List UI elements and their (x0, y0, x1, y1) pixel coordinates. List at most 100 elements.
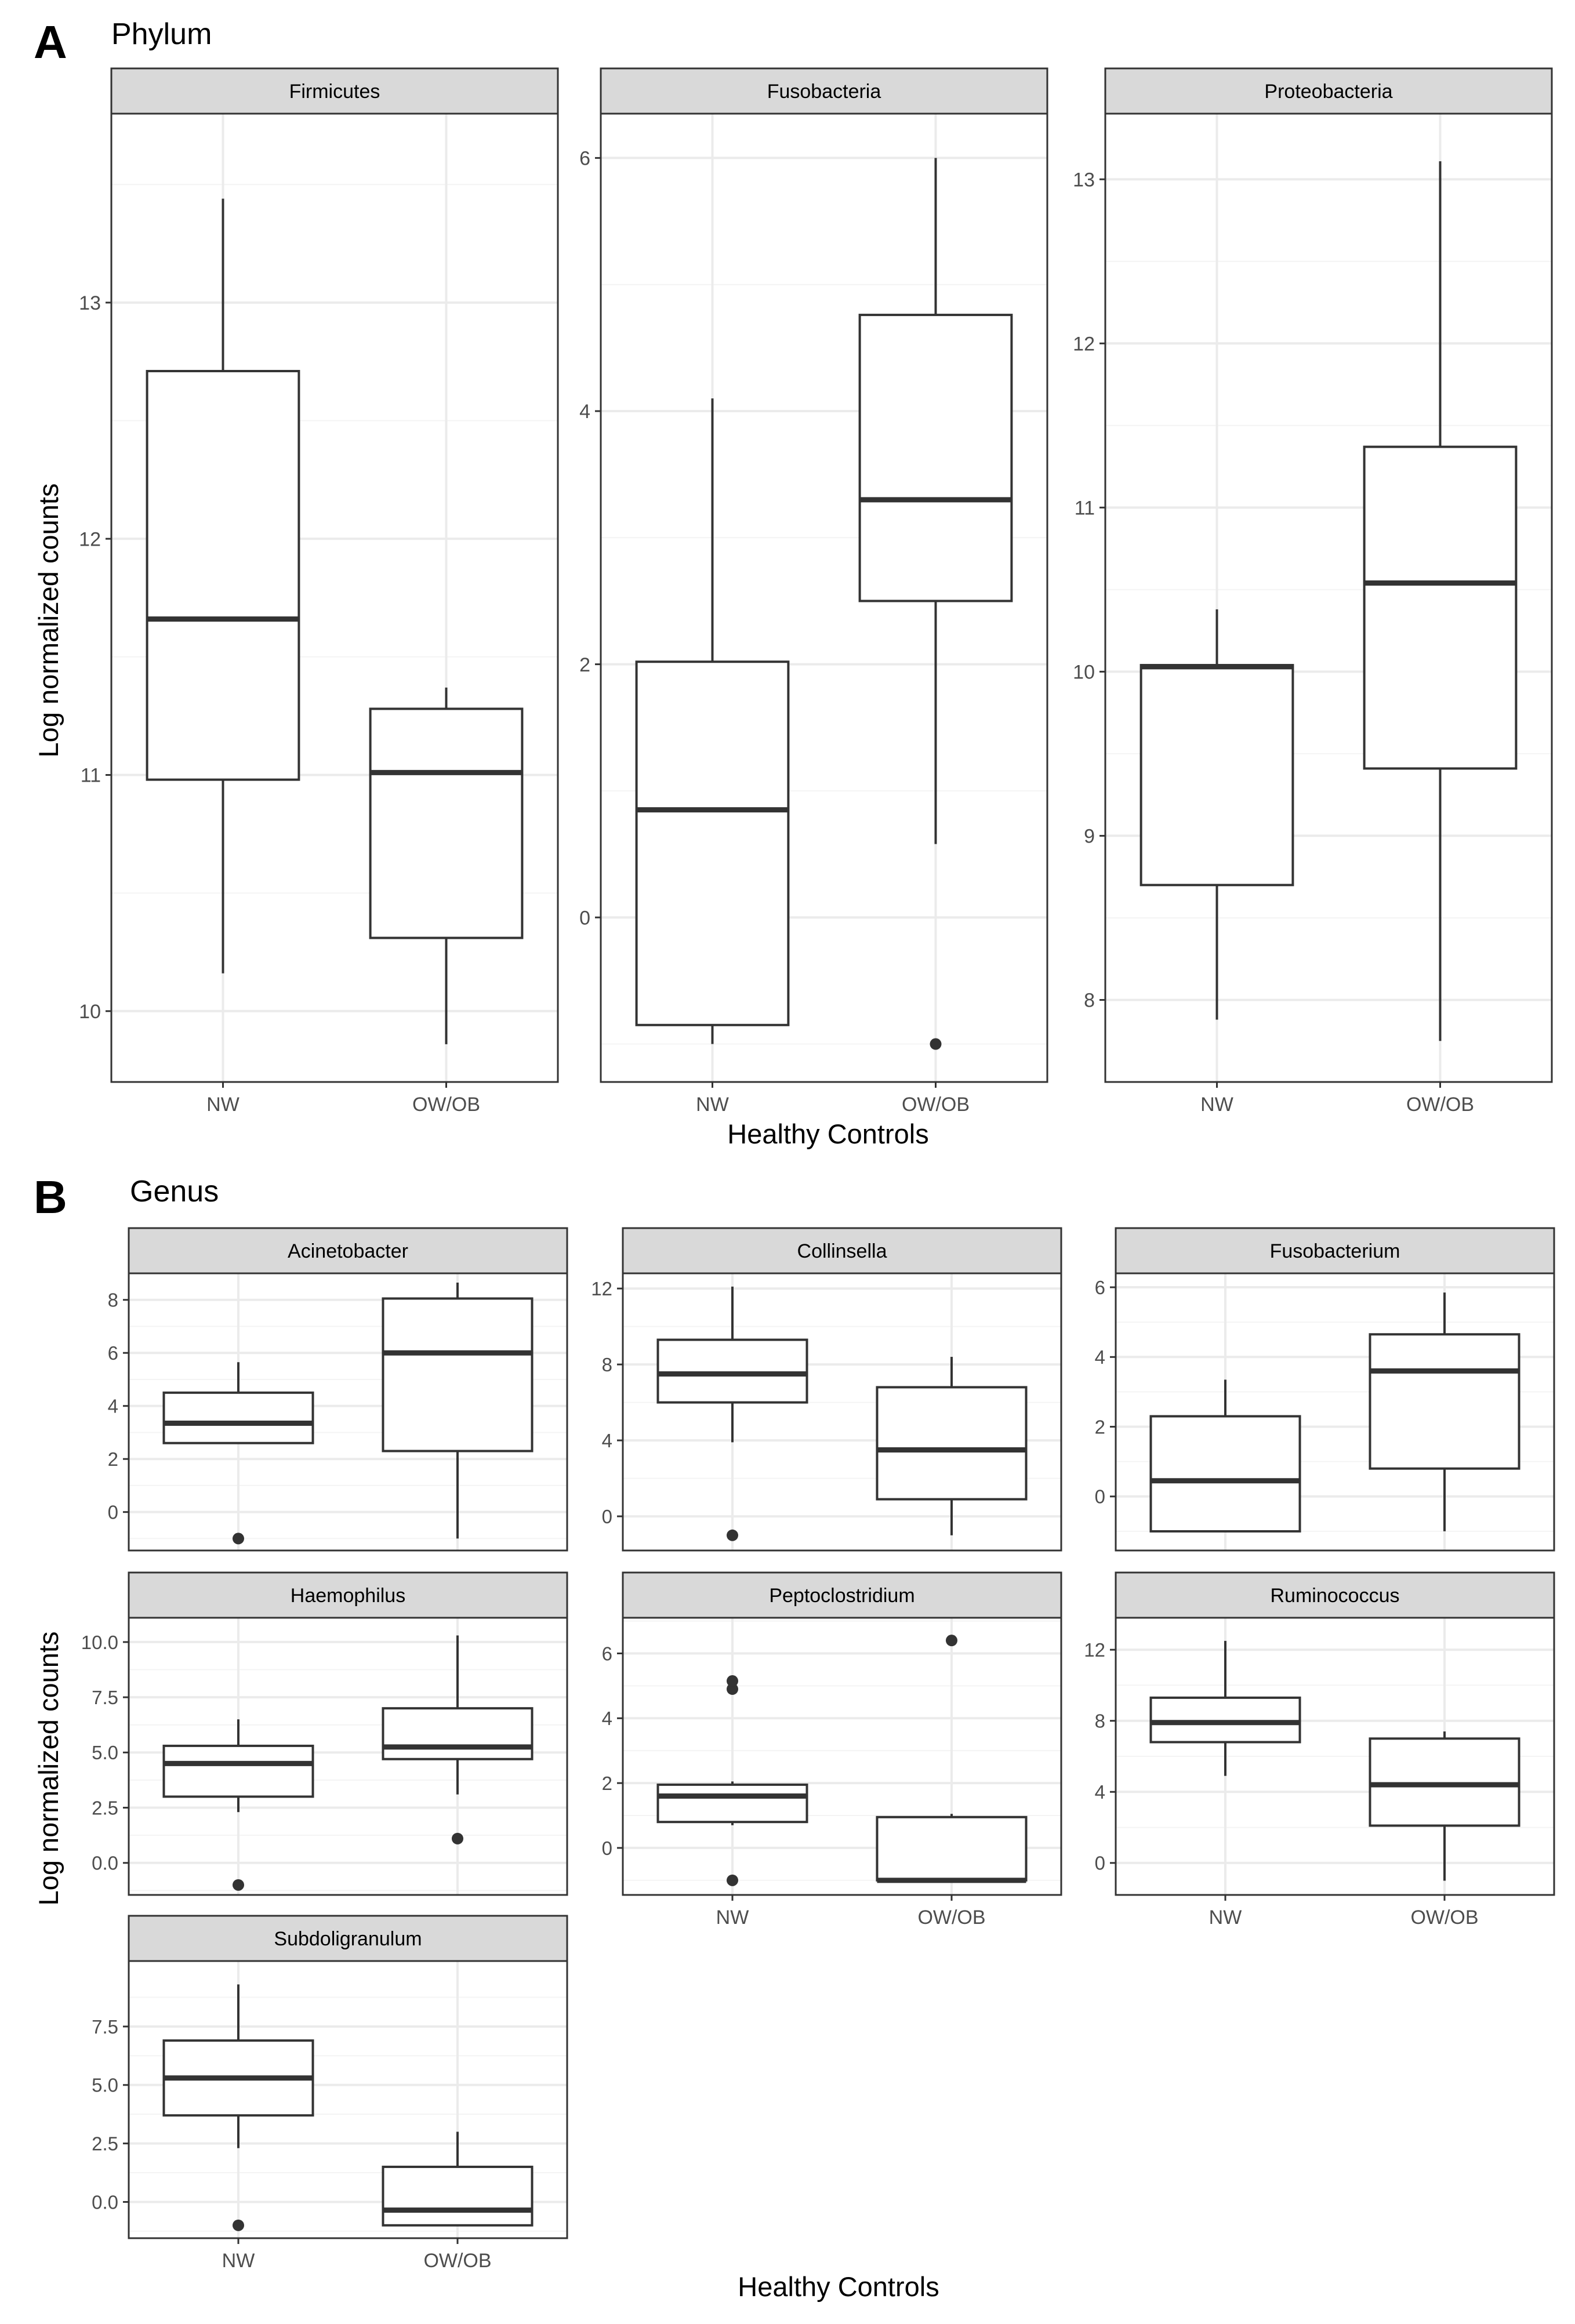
y-tick-label: 4 (1095, 1346, 1105, 1368)
y-tick-label: 10 (1073, 662, 1095, 684)
y-tick-label: 4 (1095, 1781, 1105, 1803)
y-tick-label: 2 (579, 654, 590, 676)
outlier-point (727, 1529, 738, 1541)
y-tick-label: 5.0 (92, 1742, 118, 1763)
outlier-point (233, 1533, 244, 1545)
facet-title-firmicutes: Firmicutes (289, 81, 380, 103)
panel-border-proteobacteria (1104, 112, 1553, 1083)
facet-title-subdoligranulum: Subdoligranulum (274, 1928, 422, 1950)
panel-border-ruminococcus (1115, 1617, 1555, 1896)
facet-ruminococcus: Ruminococcus 0 4 8 12 NW OW/OB (1084, 1571, 1555, 1929)
box-iqr (162, 1391, 314, 1444)
facet-fusobacteria: Fusobacteria 0 2 4 6 NW OW/OB (579, 67, 1048, 1116)
y-tick-label: 10 (79, 1001, 101, 1023)
facet-strip-acinetobacter (128, 1227, 568, 1274)
y-tick-label: 0 (1095, 1853, 1105, 1874)
box-iqr (162, 1744, 314, 1798)
facet-strip-collinsella (622, 1227, 1062, 1274)
y-tick-label: 0 (1095, 1486, 1105, 1508)
facet-title-ruminococcus: Ruminococcus (1271, 1585, 1400, 1607)
facet-title-haemophilus: Haemophilus (291, 1585, 405, 1607)
panel-a-title: Phylum (111, 17, 212, 51)
y-tick-label: 8 (1095, 1711, 1105, 1732)
outlier-point (727, 1675, 738, 1687)
facet-subdoligranulum: Subdoligranulum 0.0 2.5 5.0 7.5 NW OW/OB (92, 1915, 568, 2272)
x-tick-label: OW/OB (917, 1907, 985, 1929)
facet-strip-firmicutes (110, 67, 559, 115)
box-iqr (1369, 1333, 1520, 1470)
x-tick-label: NW (716, 1907, 749, 1929)
box-acinetobacter-nw (162, 1362, 314, 1545)
facet-title-peptoclostridium: Peptoclostridium (769, 1585, 914, 1607)
y-tick-label: 7.5 (92, 2016, 118, 2038)
outlier-point (452, 1832, 463, 1844)
box-iqr (858, 314, 1013, 602)
y-tick-label: 2 (108, 1448, 118, 1470)
box-iqr (656, 1338, 808, 1404)
x-tick-label: NW (1209, 1907, 1242, 1929)
panel-border-haemophilus (128, 1617, 568, 1896)
box-collinsella-nw (656, 1286, 808, 1541)
outlier-point (233, 2219, 244, 2231)
panel-b-title: Genus (130, 1175, 219, 1208)
box-peptoclostridium-ow-ob (876, 1635, 1028, 1883)
facet-proteobacteria: Proteobacteria 8 9 10 11 12 13 NW OW/OB (1073, 67, 1553, 1116)
y-tick-label: 13 (79, 292, 101, 314)
box-subdoligranulum-nw (162, 1984, 314, 2231)
facet-firmicutes: Firmicutes 10 11 12 13 NW OW/OB (79, 67, 559, 1116)
x-tick-label: OW/OB (902, 1094, 970, 1116)
box-iqr (1149, 1415, 1301, 1533)
y-tick-label: 6 (108, 1342, 118, 1364)
box-iqr (382, 2165, 534, 2227)
y-tick-label: 7.5 (92, 1687, 118, 1708)
panel-border-fusobacteria (600, 112, 1048, 1083)
box-iqr (1139, 664, 1294, 887)
y-tick-label: 13 (1073, 169, 1095, 191)
panel-border-collinsella (622, 1272, 1062, 1552)
y-tick-label: 10.0 (81, 1632, 118, 1653)
facet-haemophilus: Haemophilus 0.0 2.5 5.0 7.5 10.0 (81, 1571, 568, 1896)
facet-title-acinetobacter: Acinetobacter (288, 1240, 408, 1262)
y-tick-label: 2.5 (92, 1797, 118, 1818)
y-tick-label: 4 (108, 1396, 118, 1417)
y-tick-label: 8 (108, 1290, 118, 1311)
y-tick-label: 5.0 (92, 2075, 118, 2096)
box-iqr (382, 1297, 534, 1452)
box-iqr (635, 660, 790, 1026)
y-tick-label: 12 (1084, 1639, 1105, 1661)
box-iqr (1363, 445, 1518, 770)
y-tick-label: 0.0 (92, 2191, 118, 2213)
facet-strip-fusobacteria (600, 67, 1048, 115)
x-tick-label: NW (1200, 1094, 1233, 1116)
y-tick-label: 6 (579, 148, 590, 170)
panel-border-fusobacterium (1115, 1272, 1555, 1552)
x-tick-label: NW (222, 2250, 255, 2272)
box-iqr (1369, 1737, 1520, 1827)
panel-a-ylabel: Log normalized counts (33, 484, 64, 758)
outlier-point (727, 1874, 738, 1886)
box-iqr (146, 369, 300, 781)
facets: Firmicutes 10 11 12 13 NW OW/OB Fusobacteria 0 2 4… (79, 67, 1555, 2272)
box-iqr (382, 1707, 534, 1760)
x-tick-label: OW/OB (412, 1094, 480, 1116)
y-tick-label: 4 (602, 1708, 612, 1729)
panel-b-letter: B (34, 1171, 67, 1223)
box-collinsella-ow-ob (876, 1357, 1028, 1535)
box-acinetobacter-ow-ob (382, 1283, 534, 1539)
box-haemophilus-ow-ob (382, 1635, 534, 1844)
box-firmicutes-nw (146, 198, 300, 974)
box-iqr (876, 1815, 1028, 1882)
box-fusobacteria-nw (635, 398, 790, 1044)
y-tick-label: 0 (108, 1502, 118, 1523)
x-tick-label: NW (206, 1094, 239, 1116)
facet-strip-haemophilus (128, 1571, 568, 1619)
box-iqr (876, 1386, 1028, 1501)
box-proteobacteria-nw (1139, 609, 1294, 1020)
panel-a-xlabel: Healthy Controls (727, 1119, 928, 1149)
y-tick-label: 4 (579, 401, 590, 423)
outlier-point (233, 1879, 244, 1891)
box-iqr (656, 1783, 808, 1824)
panel-b-xlabel: Healthy Controls (738, 2271, 939, 2302)
facet-title-collinsella: Collinsella (797, 1240, 887, 1262)
